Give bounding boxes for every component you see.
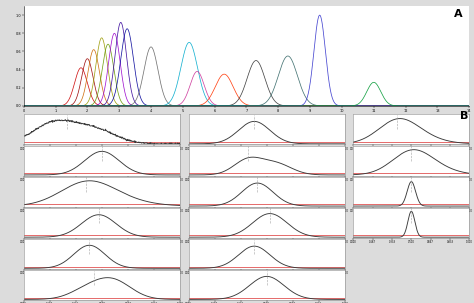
Text: A: A [454,9,463,19]
Text: B: B [460,111,468,121]
